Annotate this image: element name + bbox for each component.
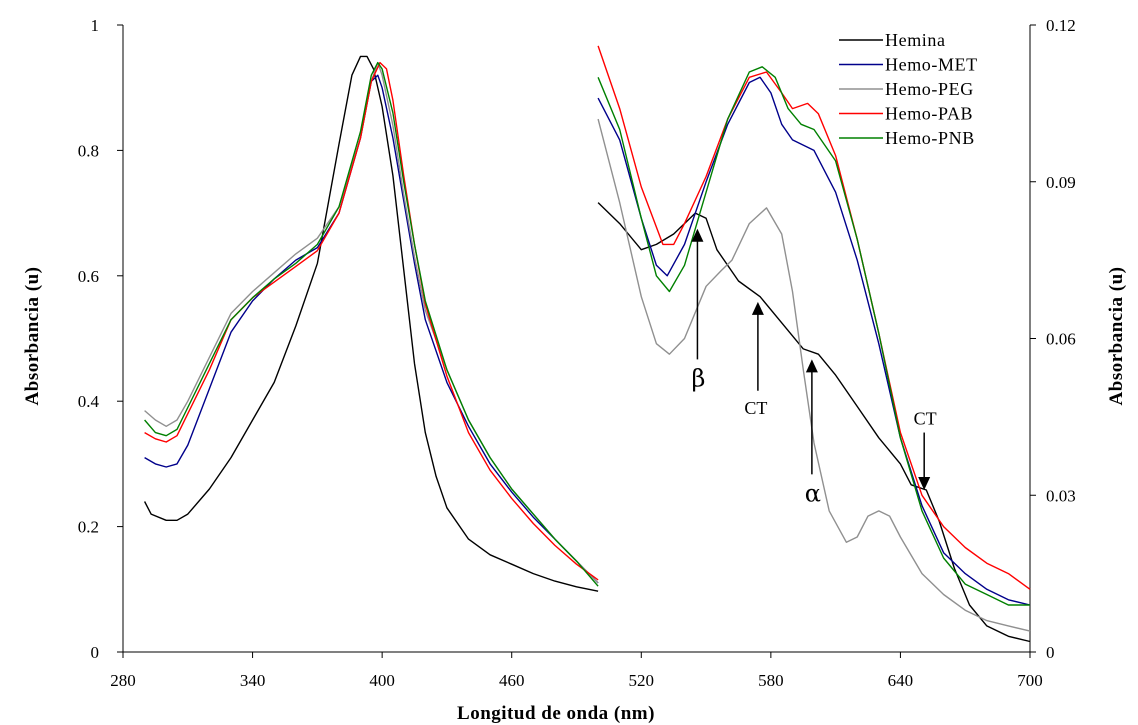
annotation-arrowhead bbox=[805, 359, 818, 373]
legend: Hemina Hemo-MET Hemo-PEG Hemo-PAB Hemo-PNB bbox=[839, 30, 978, 148]
y-right-tick-label: 0.06 bbox=[1046, 330, 1076, 349]
x-tick-label: 280 bbox=[110, 671, 136, 690]
x-tick-label: 400 bbox=[369, 671, 395, 690]
series-line-hemo-peg-right bbox=[597, 118, 1031, 632]
legend-label: Hemina bbox=[885, 30, 946, 50]
x-tick-label: 340 bbox=[240, 671, 266, 690]
plot-area bbox=[143, 45, 1031, 643]
series-line-hemo-peg-left bbox=[144, 61, 599, 584]
legend-label: Hemo-PNB bbox=[885, 128, 975, 148]
y-left-tick-label: 0.6 bbox=[78, 267, 99, 286]
series-line-hemina-right bbox=[597, 202, 1031, 643]
x-tick-label: 640 bbox=[888, 671, 914, 690]
annotation-label: β bbox=[691, 364, 705, 392]
legend-label: Hemo-MET bbox=[885, 55, 978, 75]
x-tick-label: 460 bbox=[499, 671, 525, 690]
series-line-hemo-pnb-left bbox=[144, 61, 599, 587]
y-right-tick-label: 0.12 bbox=[1046, 16, 1076, 35]
y-right-tick-label: 0.09 bbox=[1046, 173, 1076, 192]
y-right-tick-label: 0.03 bbox=[1046, 486, 1076, 505]
x-tick-label: 700 bbox=[1017, 671, 1043, 690]
series-line-hemina-left bbox=[143, 55, 599, 592]
y-axis-title-right: Absorbancia (u) bbox=[1106, 267, 1127, 406]
annotation-arrowhead bbox=[751, 301, 764, 315]
series-line-hemo-met-left bbox=[144, 74, 599, 584]
series-line-hemo-pab-left bbox=[144, 61, 599, 581]
series-line-hemo-pab-right bbox=[597, 45, 1031, 590]
x-axis-title: Longitud de onda (nm) bbox=[457, 703, 655, 724]
y-left-tick-label: 0.8 bbox=[78, 141, 99, 160]
legend-label: Hemo-PEG bbox=[885, 79, 974, 99]
annotation-label: CT bbox=[744, 398, 767, 418]
annotations: β CT α CT bbox=[691, 228, 937, 507]
x-tick-label: 520 bbox=[629, 671, 655, 690]
series-line-hemo-met-right bbox=[597, 76, 1031, 606]
y-left-tick-label: 0 bbox=[91, 643, 100, 662]
axes: 280 340 400 460 520 580 640 70000.20.40.60.8100… bbox=[78, 16, 1076, 690]
y-left-tick-label: 0.4 bbox=[78, 392, 100, 411]
annotation-arrowhead bbox=[918, 477, 931, 491]
annotation-label: α bbox=[805, 479, 821, 507]
series-line-hemo-pnb-right bbox=[597, 66, 1030, 606]
y-right-tick-label: 0 bbox=[1046, 643, 1055, 662]
y-axis-title-left: Absorbancia (u) bbox=[22, 267, 43, 406]
annotation-arrowhead bbox=[691, 228, 704, 242]
y-left-tick-label: 0.2 bbox=[78, 518, 99, 537]
y-left-tick-label: 1 bbox=[91, 16, 100, 35]
x-tick-label: 580 bbox=[758, 671, 784, 690]
legend-label: Hemo-PAB bbox=[885, 104, 973, 124]
annotation-label: CT bbox=[914, 409, 937, 429]
